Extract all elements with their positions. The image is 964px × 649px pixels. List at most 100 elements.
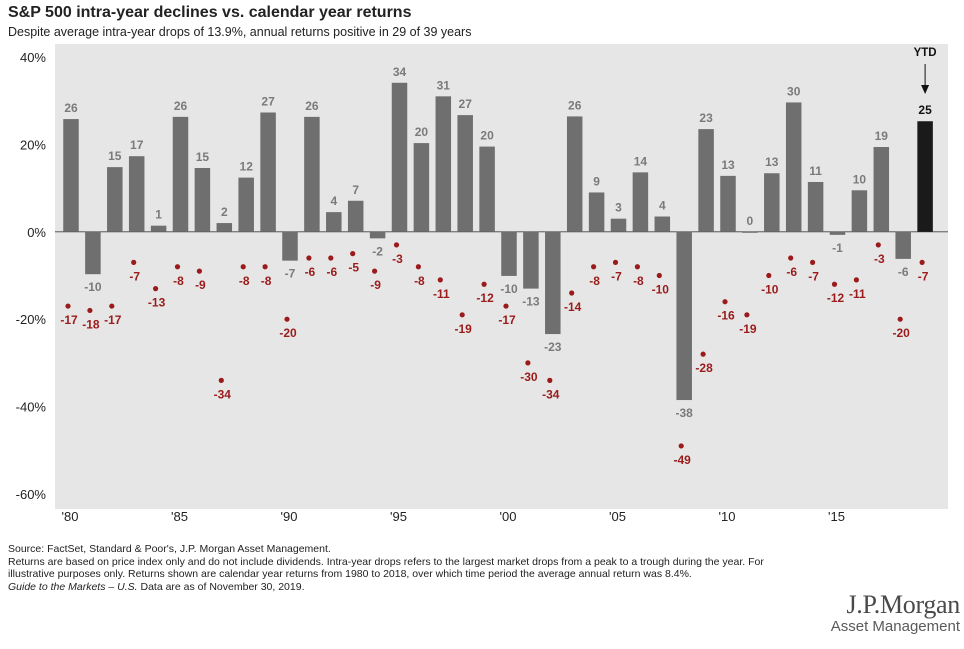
decline-dot: [218, 377, 224, 383]
y-tick-label: -60%: [16, 487, 47, 502]
return-bar: [369, 231, 386, 239]
return-bar: [260, 112, 276, 232]
decline-dot: [65, 303, 71, 309]
decline-dot: [547, 377, 553, 383]
return-label: 11: [809, 164, 822, 178]
return-bar: [654, 216, 671, 232]
decline-dot: [678, 443, 684, 449]
chart-subtitle: Despite average intra-year drops of 13.9…: [8, 25, 472, 39]
decline-dot: [415, 264, 421, 270]
return-bar: [391, 82, 408, 232]
return-label: 30: [787, 84, 801, 98]
return-label: 27: [261, 94, 275, 108]
return-bar: [720, 175, 736, 232]
decline-dot: [459, 312, 465, 318]
return-bar: [873, 147, 890, 232]
decline-dot: [306, 255, 312, 261]
return-bar: [435, 96, 452, 232]
x-tick-label: '05: [609, 509, 626, 524]
return-label: -7: [285, 267, 296, 281]
return-bar: [194, 167, 211, 232]
return-label: 0: [747, 214, 754, 228]
x-tick-label: '85: [171, 509, 188, 524]
decline-dot: [131, 259, 137, 265]
decline-dot: [634, 264, 641, 270]
return-label: 15: [196, 150, 210, 164]
return-label: 26: [64, 101, 78, 115]
decline-label: -34: [214, 387, 232, 401]
decline-label: -18: [82, 317, 100, 331]
return-label: 13: [721, 158, 735, 172]
x-tick-label: '90: [281, 509, 298, 524]
x-tick-label: '80: [62, 509, 79, 524]
methodology-note: Returns are based on price index only an…: [8, 555, 764, 581]
decline-dot: [897, 316, 903, 322]
decline-label: -8: [633, 274, 644, 288]
decline-label: -7: [129, 269, 140, 283]
ytd-bar: [917, 121, 933, 232]
y-tick-label: 20%: [20, 137, 46, 152]
footnotes: Source: FactSet, Standard & Poor's, J.P.…: [8, 543, 768, 593]
return-bar: [632, 172, 649, 232]
decline-dot: [437, 277, 443, 283]
return-bar: [764, 173, 780, 232]
decline-dot: [919, 259, 925, 265]
decline-dot: [810, 259, 816, 265]
decline-dot: [174, 264, 181, 270]
decline-dot: [525, 360, 531, 366]
return-label: 17: [130, 138, 144, 152]
ytd-arrow-head: [921, 85, 930, 94]
y-tick-label: 0%: [27, 225, 46, 240]
return-label: -10: [84, 280, 102, 294]
decline-dot: [722, 299, 728, 305]
decline-dot: [766, 272, 772, 279]
return-bar: [107, 167, 123, 232]
decline-label: -10: [761, 283, 779, 297]
return-label: -6: [898, 265, 909, 279]
decline-label: -5: [348, 261, 359, 275]
return-bar: [150, 225, 167, 232]
return-label: 4: [330, 194, 337, 208]
guide-date: Data are as of November 30, 2019.: [137, 580, 305, 593]
return-bar: [413, 143, 430, 232]
decline-label: -16: [717, 309, 735, 323]
source-note: Source: FactSet, Standard & Poor's, J.P.…: [8, 543, 331, 555]
return-label: 14: [634, 154, 648, 168]
return-bar: [457, 115, 473, 232]
decline-label: -20: [893, 326, 911, 340]
decline-dot: [569, 290, 575, 296]
decline-dot: [153, 286, 159, 292]
decline-label: -17: [60, 313, 78, 327]
decline-label: -20: [279, 326, 297, 340]
decline-dot: [240, 264, 246, 270]
return-label: 26: [174, 99, 188, 113]
return-bar: [238, 177, 254, 232]
decline-label: -30: [520, 370, 538, 384]
decline-dot: [853, 277, 860, 283]
x-tick-label: '15: [828, 509, 845, 524]
chart-svg: 40% 20% 0% -20% -40% -60% '80 '85 '90 '95 '00 '05 '1…: [16, 44, 948, 524]
return-bar: [304, 116, 320, 232]
return-bar: [588, 192, 605, 232]
ytd-label: YTD: [914, 47, 937, 59]
return-bar: [566, 116, 583, 232]
return-label: -13: [522, 295, 540, 309]
decline-label: -8: [173, 274, 184, 288]
return-label: 26: [568, 98, 582, 112]
jpmorgan-logo: J.P.Morgan Asset Management: [790, 592, 961, 636]
return-bar: [698, 129, 714, 232]
return-label: 20: [415, 125, 429, 139]
return-label: 15: [108, 149, 122, 163]
return-label: 1: [155, 208, 162, 222]
return-bar: [829, 231, 846, 235]
decline-dot: [109, 303, 115, 309]
decline-label: -28: [695, 361, 713, 375]
return-label: 20: [480, 129, 494, 143]
decline-dot: [612, 259, 619, 265]
decline-label: -6: [305, 265, 316, 279]
return-label: 2: [221, 205, 228, 219]
return-label: 26: [305, 99, 319, 113]
y-tick-label: -20%: [16, 312, 47, 327]
y-tick-label: -40%: [16, 400, 47, 415]
decline-dot: [831, 281, 838, 287]
